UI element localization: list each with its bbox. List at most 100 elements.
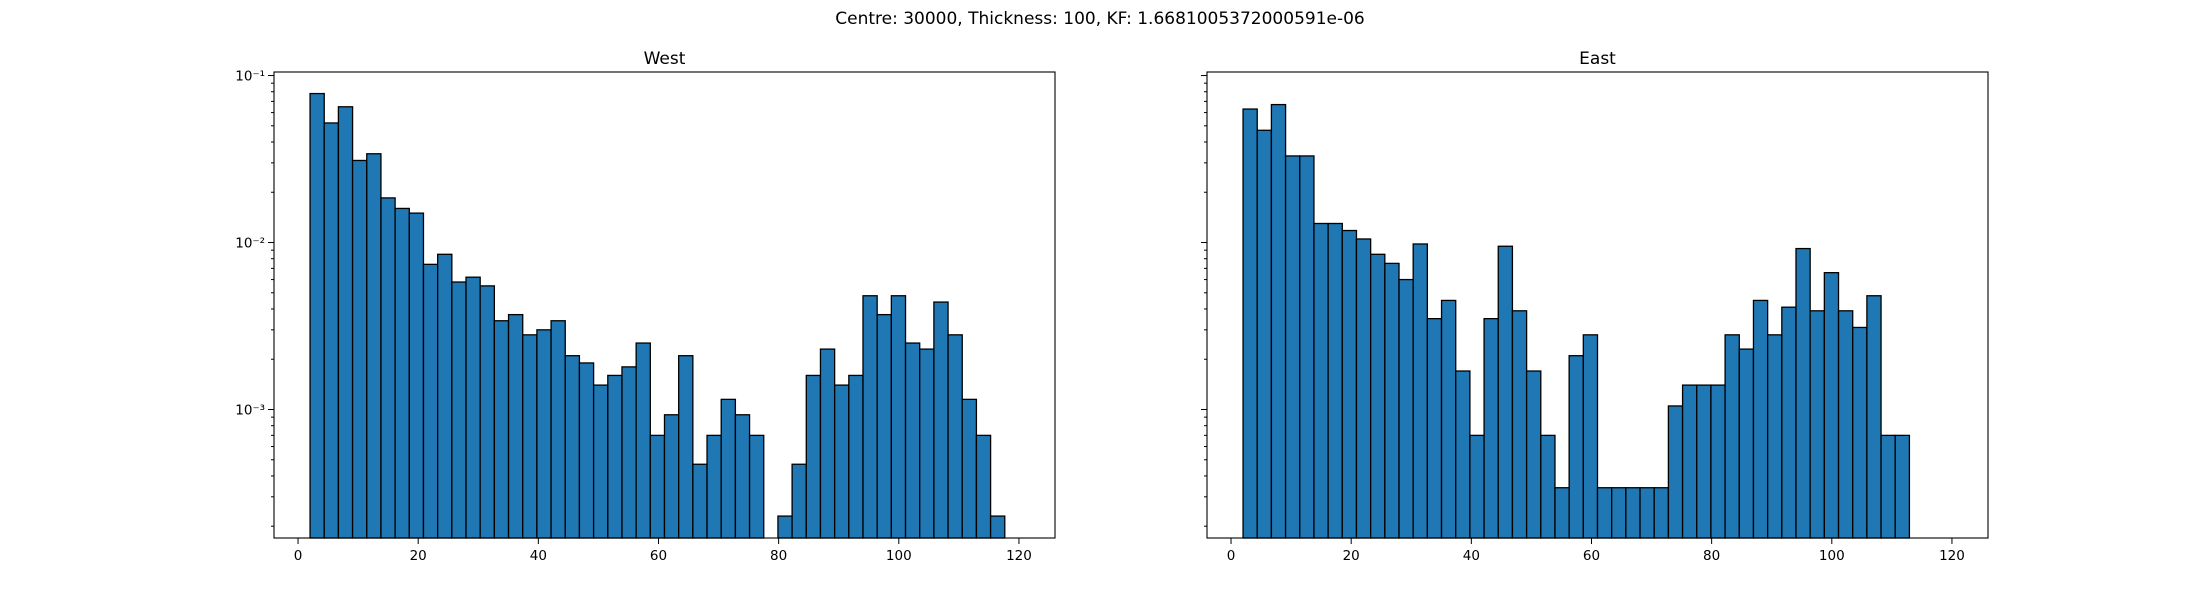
y-tick-label-west-0: 10⁻¹ bbox=[235, 69, 265, 85]
bar-east-20 bbox=[1525, 370, 1542, 539]
bar-east-29 bbox=[1653, 487, 1670, 539]
bar-east-28 bbox=[1639, 487, 1655, 539]
x-tick-label-east-5: 100 bbox=[1819, 548, 1845, 564]
bar-west-23 bbox=[635, 342, 651, 539]
bar-west-35 bbox=[805, 374, 822, 539]
bar-west-25 bbox=[663, 414, 680, 539]
bar-west-39 bbox=[862, 295, 878, 539]
bar-east-10 bbox=[1384, 262, 1400, 539]
bar-west-12 bbox=[479, 285, 496, 539]
bar-west-19 bbox=[578, 362, 595, 539]
bar-west-46 bbox=[961, 398, 978, 539]
x-tick-label-east-2: 40 bbox=[1463, 548, 1480, 564]
bar-west-9 bbox=[436, 253, 453, 539]
axes-ticks-west: 0 20 40 60 80 100 120 10⁻¹ 10⁻² 10⁻³ bbox=[235, 69, 1032, 564]
x-tick-label-west-5: 100 bbox=[886, 548, 912, 564]
bar-east-11 bbox=[1398, 278, 1414, 539]
bar-east-43 bbox=[1852, 326, 1868, 539]
bar-east-45 bbox=[1880, 434, 1896, 539]
x-tick-label-west-2: 40 bbox=[530, 548, 547, 564]
bar-west-42 bbox=[904, 342, 921, 539]
bar-west-45 bbox=[947, 334, 963, 539]
bar-east-33 bbox=[1710, 384, 1726, 539]
bar-east-2 bbox=[1270, 103, 1287, 539]
x-tick-label-east-3: 60 bbox=[1583, 548, 1600, 564]
bar-east-42 bbox=[1837, 310, 1854, 539]
bar-west-33 bbox=[777, 515, 793, 539]
bar-west-43 bbox=[919, 348, 935, 539]
x-tick-label-west-3: 60 bbox=[650, 548, 667, 564]
bar-west-26 bbox=[678, 355, 694, 539]
bar-west-14 bbox=[507, 313, 524, 539]
bar-east-26 bbox=[1611, 487, 1627, 539]
bar-east-21 bbox=[1540, 434, 1556, 539]
bar-west-21 bbox=[607, 374, 623, 539]
bar-west-30 bbox=[734, 414, 751, 539]
axes-frame-east bbox=[1206, 71, 1989, 539]
bar-east-23 bbox=[1568, 355, 1584, 539]
x-tick-label-east-6: 120 bbox=[1939, 548, 1965, 564]
bar-west-1 bbox=[323, 122, 340, 539]
bar-west-18 bbox=[564, 355, 581, 539]
bar-east-46 bbox=[1894, 434, 1911, 539]
bar-east-30 bbox=[1667, 405, 1684, 539]
bar-east-12 bbox=[1412, 243, 1429, 539]
bar-east-38 bbox=[1781, 306, 1797, 539]
panel-west: West 0 20 40 60 80 100 120 10⁻¹ 10⁻² 10⁻³ bbox=[235, 49, 1056, 564]
bar-east-9 bbox=[1370, 253, 1386, 539]
bar-west-13 bbox=[493, 320, 510, 539]
bar-east-8 bbox=[1355, 238, 1372, 539]
bar-east-17 bbox=[1483, 317, 1499, 539]
bar-east-37 bbox=[1766, 334, 1783, 539]
panel-title-east: East bbox=[1579, 49, 1616, 69]
y-tick-label-west-2: 10⁻³ bbox=[235, 402, 265, 418]
bar-east-15 bbox=[1455, 370, 1471, 539]
bar-west-24 bbox=[649, 434, 666, 539]
bar-east-14 bbox=[1440, 299, 1457, 539]
bar-west-28 bbox=[706, 434, 722, 539]
bar-east-39 bbox=[1795, 247, 1811, 539]
bar-west-3 bbox=[351, 159, 368, 539]
bar-west-48 bbox=[989, 515, 1006, 539]
bar-east-25 bbox=[1596, 487, 1613, 539]
bar-east-3 bbox=[1284, 155, 1301, 539]
x-tick-label-west-4: 80 bbox=[770, 548, 787, 564]
bar-east-0 bbox=[1242, 108, 1258, 539]
bars-west bbox=[309, 92, 1006, 539]
bar-east-22 bbox=[1554, 487, 1570, 539]
bar-east-13 bbox=[1426, 317, 1443, 539]
bar-west-10 bbox=[451, 281, 467, 539]
bar-west-27 bbox=[692, 463, 708, 539]
bars-east bbox=[1242, 103, 1911, 539]
bar-east-32 bbox=[1696, 384, 1712, 539]
x-tick-label-east-4: 80 bbox=[1703, 548, 1720, 564]
bar-west-29 bbox=[720, 398, 737, 539]
bar-west-37 bbox=[833, 384, 850, 539]
bar-east-19 bbox=[1511, 310, 1528, 539]
bar-east-6 bbox=[1327, 222, 1343, 539]
axes-frame-west bbox=[273, 71, 1056, 539]
bar-east-35 bbox=[1738, 348, 1755, 539]
x-tick-label-west-6: 120 bbox=[1006, 548, 1032, 564]
x-tick-label-west-1: 20 bbox=[410, 548, 427, 564]
bar-west-8 bbox=[422, 263, 439, 539]
bar-west-4 bbox=[366, 153, 382, 539]
bar-east-40 bbox=[1809, 310, 1826, 539]
y-tick-label-west-1: 10⁻² bbox=[235, 236, 265, 252]
bar-east-34 bbox=[1724, 334, 1740, 539]
x-tick-label-west-0: 0 bbox=[294, 548, 303, 564]
bar-east-36 bbox=[1752, 299, 1769, 539]
x-tick-label-east-1: 20 bbox=[1343, 548, 1360, 564]
bar-west-36 bbox=[819, 348, 836, 539]
axes-ticks-east: 0 20 40 60 80 100 120 bbox=[1201, 75, 1965, 564]
bar-west-47 bbox=[975, 434, 992, 539]
bar-west-16 bbox=[536, 329, 552, 539]
bar-west-0 bbox=[309, 92, 325, 539]
bar-west-2 bbox=[337, 106, 354, 539]
figure-suptitle: Centre: 30000, Thickness: 100, KF: 1.668… bbox=[835, 9, 1365, 29]
bar-east-7 bbox=[1341, 229, 1358, 539]
bar-west-15 bbox=[522, 334, 538, 539]
bar-west-5 bbox=[380, 197, 396, 539]
panel-east: East 0 20 40 60 80 100 120 bbox=[1201, 49, 1989, 564]
